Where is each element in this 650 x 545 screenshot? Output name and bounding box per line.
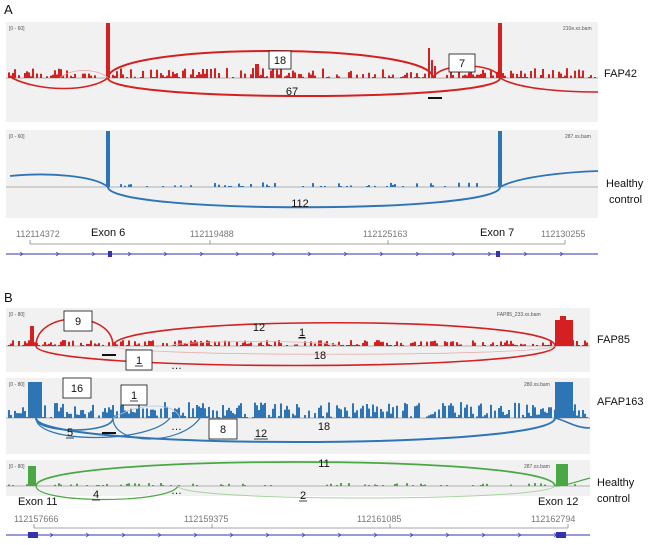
fap85-track-background (6, 308, 590, 372)
fap85-count-1-boxed: 1 (136, 355, 142, 367)
panel-b-coord-3: 112161085 (357, 514, 401, 524)
panel-a-coordinate-axis: 112114372 112119488 112125163 112130255 … (6, 227, 598, 257)
control-b-track-background (6, 460, 590, 496)
panel-b-exon11-label: Exon 11 (18, 496, 58, 508)
panel-b-coordinate-axis: 112157666 112159375 112161085 112162794 (6, 514, 590, 538)
fap85-count-box-1 (125, 349, 153, 371)
fap85-count-12: 12 (253, 322, 265, 334)
afap163-count-5: 5 (67, 427, 73, 439)
control-b-track-range: [0 - 80] (9, 464, 25, 470)
control-b-sample-label-line1: Healthy (597, 477, 635, 489)
control-a-sample-label-line2: control (609, 194, 642, 206)
fap85-count-18: 18 (314, 350, 326, 362)
panel-b-coord-4: 112162794 (531, 514, 575, 524)
afap163-sample-label: AFAP163 (597, 396, 643, 408)
panel-a-coord-4: 112130255 (541, 229, 585, 239)
control-b-count-11: 11 (318, 458, 329, 470)
fap42-sample-label: FAP42 (604, 68, 637, 80)
fap85-ellipsis: … (171, 360, 182, 372)
control-b-junction-arc-2 (177, 485, 556, 499)
fap42-junction-arc-exon6-to-exon7 (107, 77, 501, 97)
afap163-count-box-1 (120, 384, 148, 406)
control-a-track-range: [0 - 60] (9, 134, 25, 140)
control-a-sample-label-line1: Healthy (606, 178, 644, 190)
fap42-count-7: 7 (459, 58, 465, 70)
fap42-count-box-7 (448, 53, 476, 73)
control-b-track-file: 287.xs.bam (524, 464, 550, 470)
control-a-count-112: 112 (291, 198, 309, 210)
fap42-junction-arc-downstream (499, 77, 599, 93)
fap42-track-file: 210e.xs.bam (563, 26, 592, 32)
control-a-junction-arc-exon6-to-exon7 (107, 186, 501, 209)
afap163-count-18: 18 (318, 421, 330, 433)
fap85-count-1-underlined: 1 (299, 327, 305, 339)
fap85-junction-arc-18 (35, 345, 556, 367)
panel-b-letter: B (4, 290, 13, 305)
fap85-count-box-9 (63, 310, 93, 332)
afap163-count-8: 8 (220, 424, 226, 436)
control-a-junction-arc-upstream (9, 173, 109, 188)
fap42-junction-arc-upstream (11, 77, 109, 90)
fap85-track-file: FAP85_233.xs.bam (497, 312, 541, 318)
fap42-minor-arc (59, 70, 109, 79)
panel-a-letter: A (4, 2, 13, 17)
afap163-count-12: 12 (255, 428, 267, 440)
control-b-count-4: 4 (93, 489, 99, 501)
fap42-count-18: 18 (274, 55, 286, 67)
control-b-junction-arc-4 (35, 485, 179, 501)
afap163-count-1: 1 (131, 390, 137, 402)
panel-a-coord-1: 112114372 (16, 229, 60, 239)
fap85-sample-label: FAP85 (597, 334, 630, 346)
afap163-track-range: [0 - 80] (9, 382, 25, 388)
panel-a-coord-3: 112125163 (363, 229, 407, 239)
afap163-count-box-16 (62, 377, 92, 399)
control-a-junction-arc-downstream (499, 170, 599, 188)
fap85-track-range: [0 - 80] (9, 312, 25, 318)
control-b-junction-arc-11 (35, 461, 556, 487)
fap42-coverage (8, 23, 596, 78)
panel-a-exon6-label: Exon 6 (91, 227, 125, 239)
afap163-junction-arc-12 (112, 417, 201, 440)
control-b-coverage (8, 464, 576, 486)
control-b-count-2: 2 (300, 490, 306, 502)
fap85-junction-arc-12 (112, 321, 556, 347)
afap163-coverage (8, 382, 588, 418)
control-b-ellipsis: … (171, 485, 182, 497)
fap85-count-9: 9 (75, 316, 81, 328)
control-a-coverage (106, 131, 502, 187)
fap42-count-67: 67 (286, 86, 298, 98)
panel-a-exon7-label: Exon 7 (480, 227, 514, 239)
afap163-count-16: 16 (71, 383, 83, 395)
afap163-ellipsis: … (171, 421, 182, 433)
fap42-track-background (6, 22, 598, 122)
panel-b-coord-2: 112159375 (184, 514, 228, 524)
fap42-track-range: [0 - 60] (9, 26, 25, 32)
afap163-track-file: 280.xs.bam (524, 382, 550, 388)
control-b-sample-label-line2: control (597, 493, 630, 505)
panel-a-coord-2: 112119488 (190, 229, 234, 239)
panel-b-exon12-label: Exon 12 (538, 496, 578, 508)
control-a-track-file: 287.xs.bam (565, 134, 591, 140)
afap163-junction-arc-18 (35, 417, 556, 443)
fap42-count-box-18 (268, 50, 292, 70)
panel-b-coord-1: 112157666 (14, 514, 58, 524)
afap163-count-box-8 (208, 418, 238, 440)
